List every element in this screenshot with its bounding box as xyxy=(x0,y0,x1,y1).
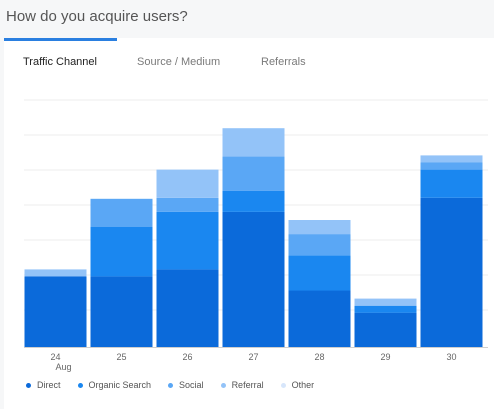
x-tick-sublabel: Aug xyxy=(55,362,71,372)
legend-item-organic-search[interactable]: Organic Search xyxy=(77,380,152,390)
legend-item-direct[interactable]: Direct xyxy=(26,380,61,390)
tab-bar: Traffic Channel Source / Medium Referral… xyxy=(4,48,494,76)
bar-referral-26[interactable] xyxy=(156,169,219,198)
bar-organic-search-25[interactable] xyxy=(90,227,153,277)
bar-organic-search-27[interactable] xyxy=(222,190,285,212)
x-tick-label: 29 xyxy=(380,352,390,362)
x-tick-label: 24 xyxy=(50,352,60,362)
bar-organic-search-29[interactable] xyxy=(354,305,417,313)
legend-item-other[interactable]: Other xyxy=(280,380,315,390)
bar-social-27[interactable] xyxy=(222,156,285,191)
legend-item-referral[interactable]: Referral xyxy=(220,380,264,390)
legend-label: Other xyxy=(291,380,315,390)
bar-social-28[interactable] xyxy=(288,234,351,256)
bar-organic-search-28[interactable] xyxy=(288,255,351,291)
legend-label: Organic Search xyxy=(88,380,152,390)
tab-referrals[interactable]: Referrals xyxy=(261,56,306,68)
chart-legend: Direct Organic Search Social Referral Ot… xyxy=(26,378,331,392)
legend-label: Social xyxy=(179,380,204,390)
bar-organic-search-30[interactable] xyxy=(420,169,483,198)
bar-referral-27[interactable] xyxy=(222,128,285,157)
x-tick-label: 27 xyxy=(248,352,258,362)
bar-organic-search-26[interactable] xyxy=(156,211,219,270)
active-tab-indicator xyxy=(4,38,117,41)
legend-item-social[interactable]: Social xyxy=(168,380,204,390)
x-tick-label: 28 xyxy=(314,352,324,362)
tab-traffic-channel[interactable]: Traffic Channel xyxy=(23,56,97,68)
bar-referral-28[interactable] xyxy=(288,220,351,235)
bar-direct-28[interactable] xyxy=(288,290,351,348)
legend-dot-icon xyxy=(26,382,31,388)
bar-referral-24[interactable] xyxy=(24,269,87,277)
legend-dot-icon xyxy=(168,382,174,388)
bar-referral-29[interactable] xyxy=(354,298,417,306)
card-title: How do you acquire users? xyxy=(6,8,188,25)
bar-direct-24[interactable] xyxy=(24,276,87,347)
bar-direct-27[interactable] xyxy=(222,211,285,347)
legend-label: Direct xyxy=(37,380,61,390)
x-tick-label: 25 xyxy=(116,352,126,362)
bar-social-30[interactable] xyxy=(420,162,483,170)
tab-source-medium[interactable]: Source / Medium xyxy=(137,56,221,68)
bar-direct-25[interactable] xyxy=(90,276,153,347)
legend-label: Referral xyxy=(231,380,264,390)
legend-dot-icon xyxy=(280,382,286,388)
legend-dot-icon xyxy=(77,382,83,388)
bar-social-26[interactable] xyxy=(156,197,219,212)
bar-direct-29[interactable] xyxy=(354,312,417,347)
bar-social-25[interactable] xyxy=(90,198,153,227)
bar-direct-26[interactable] xyxy=(156,269,219,347)
x-tick-label: 30 xyxy=(446,352,456,362)
bar-referral-30[interactable] xyxy=(420,155,483,163)
legend-dot-icon xyxy=(220,382,226,388)
x-tick-label: 26 xyxy=(182,352,192,362)
bar-direct-30[interactable] xyxy=(420,197,483,347)
